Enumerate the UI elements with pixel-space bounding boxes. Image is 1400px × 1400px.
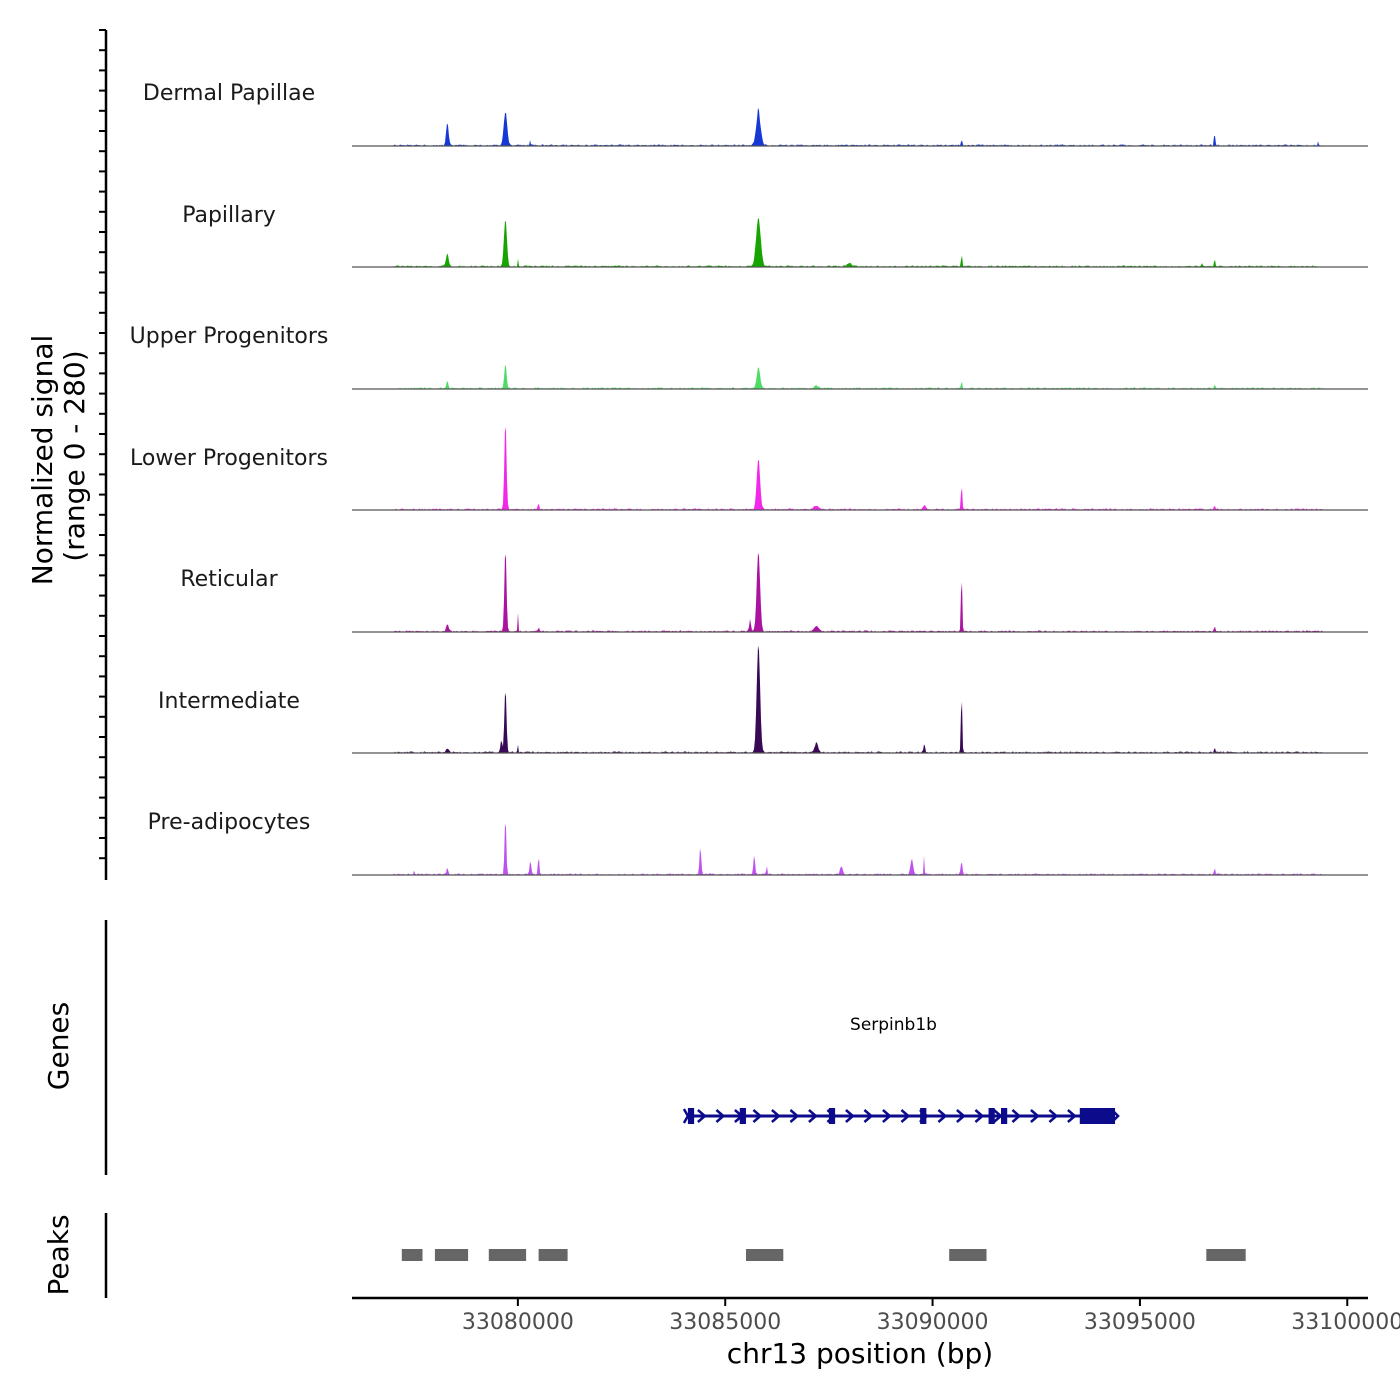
track-papillary: Papillary	[182, 203, 1368, 268]
gene-exon	[828, 1108, 836, 1124]
strand-arrow	[956, 1109, 966, 1123]
peaks-axis-title: Peaks	[42, 1214, 75, 1295]
strand-arrow	[1048, 1109, 1059, 1123]
gene-exon	[1079, 1108, 1116, 1124]
signal-area	[352, 218, 1368, 267]
gene-exon	[687, 1108, 695, 1124]
strand-arrow	[882, 1109, 892, 1123]
strand-arrow	[937, 1109, 948, 1123]
signal-area	[352, 365, 1368, 389]
signal-area	[352, 426, 1368, 510]
strand-arrow	[1011, 1109, 1022, 1123]
track-label: Lower Progenitors	[130, 446, 328, 471]
gene-exon	[920, 1108, 927, 1124]
strand-arrow	[808, 1109, 818, 1123]
strand-arrow	[752, 1109, 763, 1123]
gene-start-cap	[682, 1108, 693, 1124]
peak-region	[488, 1249, 527, 1261]
gene-exon	[1000, 1108, 1008, 1124]
strand-arrow	[863, 1109, 874, 1123]
x-tick-label: 33085000	[669, 1310, 781, 1335]
track-label: Upper Progenitors	[130, 324, 329, 349]
track-upper-progenitors: Upper Progenitors	[130, 324, 1368, 390]
track-label: Papillary	[182, 203, 276, 228]
track-label: Intermediate	[158, 689, 300, 714]
strand-arrow	[974, 1109, 985, 1123]
track-label: Reticular	[180, 567, 278, 592]
gene-serpinb1b: Serpinb1b	[682, 1015, 1120, 1124]
signal-tracks: Dermal Papillae Papillary Upper Progenitor…	[130, 81, 1368, 876]
strand-arrow	[900, 1109, 911, 1123]
signal-axis-title-line1: Normalized signal	[26, 335, 59, 586]
track-lower-progenitors: Lower Progenitors	[130, 426, 1368, 511]
x-axis-title: chr13 position (bp)	[727, 1337, 993, 1370]
strand-arrow	[993, 1109, 1003, 1123]
signal-area	[352, 552, 1368, 632]
peak-track	[401, 1249, 1246, 1261]
signal-area	[352, 107, 1368, 146]
strand-arrow	[771, 1109, 781, 1123]
peak-region	[949, 1249, 987, 1261]
gene-track: Serpinb1b	[682, 1015, 1120, 1124]
strand-arrow	[845, 1109, 855, 1123]
peak-region	[434, 1249, 469, 1261]
gene-end-cap	[1110, 1108, 1120, 1124]
strand-arrow	[715, 1109, 726, 1123]
signal-area	[352, 645, 1368, 753]
track-intermediate: Intermediate	[158, 645, 1368, 754]
signal-area	[352, 823, 1368, 875]
x-tick-label: 33100000	[1291, 1310, 1400, 1335]
x-axis-ticks: 33080000 33085000 33090000 33095000 33100000	[462, 1298, 1400, 1335]
track-reticular: Reticular	[180, 552, 1368, 633]
track-dermal-papillae: Dermal Papillae	[143, 81, 1368, 147]
x-tick-label: 33095000	[1084, 1310, 1196, 1335]
gene-label: Serpinb1b	[850, 1015, 937, 1035]
peak-region	[401, 1249, 423, 1261]
signal-y-ticks	[99, 29, 106, 860]
x-tick-label: 33090000	[877, 1310, 989, 1335]
strand-arrow	[789, 1109, 800, 1123]
peak-region	[746, 1249, 784, 1261]
genes-axis-title: Genes	[42, 1002, 75, 1090]
gene-exon	[988, 1108, 995, 1124]
strand-arrow	[1067, 1109, 1077, 1123]
peak-region	[1206, 1249, 1246, 1261]
x-tick-label: 33080000	[462, 1310, 574, 1335]
track-label: Dermal Papillae	[143, 81, 315, 106]
track-label: Pre-adipocytes	[148, 810, 311, 835]
strand-arrow	[1030, 1109, 1040, 1123]
peak-region	[538, 1249, 568, 1261]
gene-exon	[739, 1108, 746, 1124]
strand-arrow	[697, 1109, 707, 1123]
track-pre-adipocytes: Pre-adipocytes	[148, 810, 1368, 876]
signal-axis-title-line2: (range 0 - 280)	[58, 350, 91, 561]
